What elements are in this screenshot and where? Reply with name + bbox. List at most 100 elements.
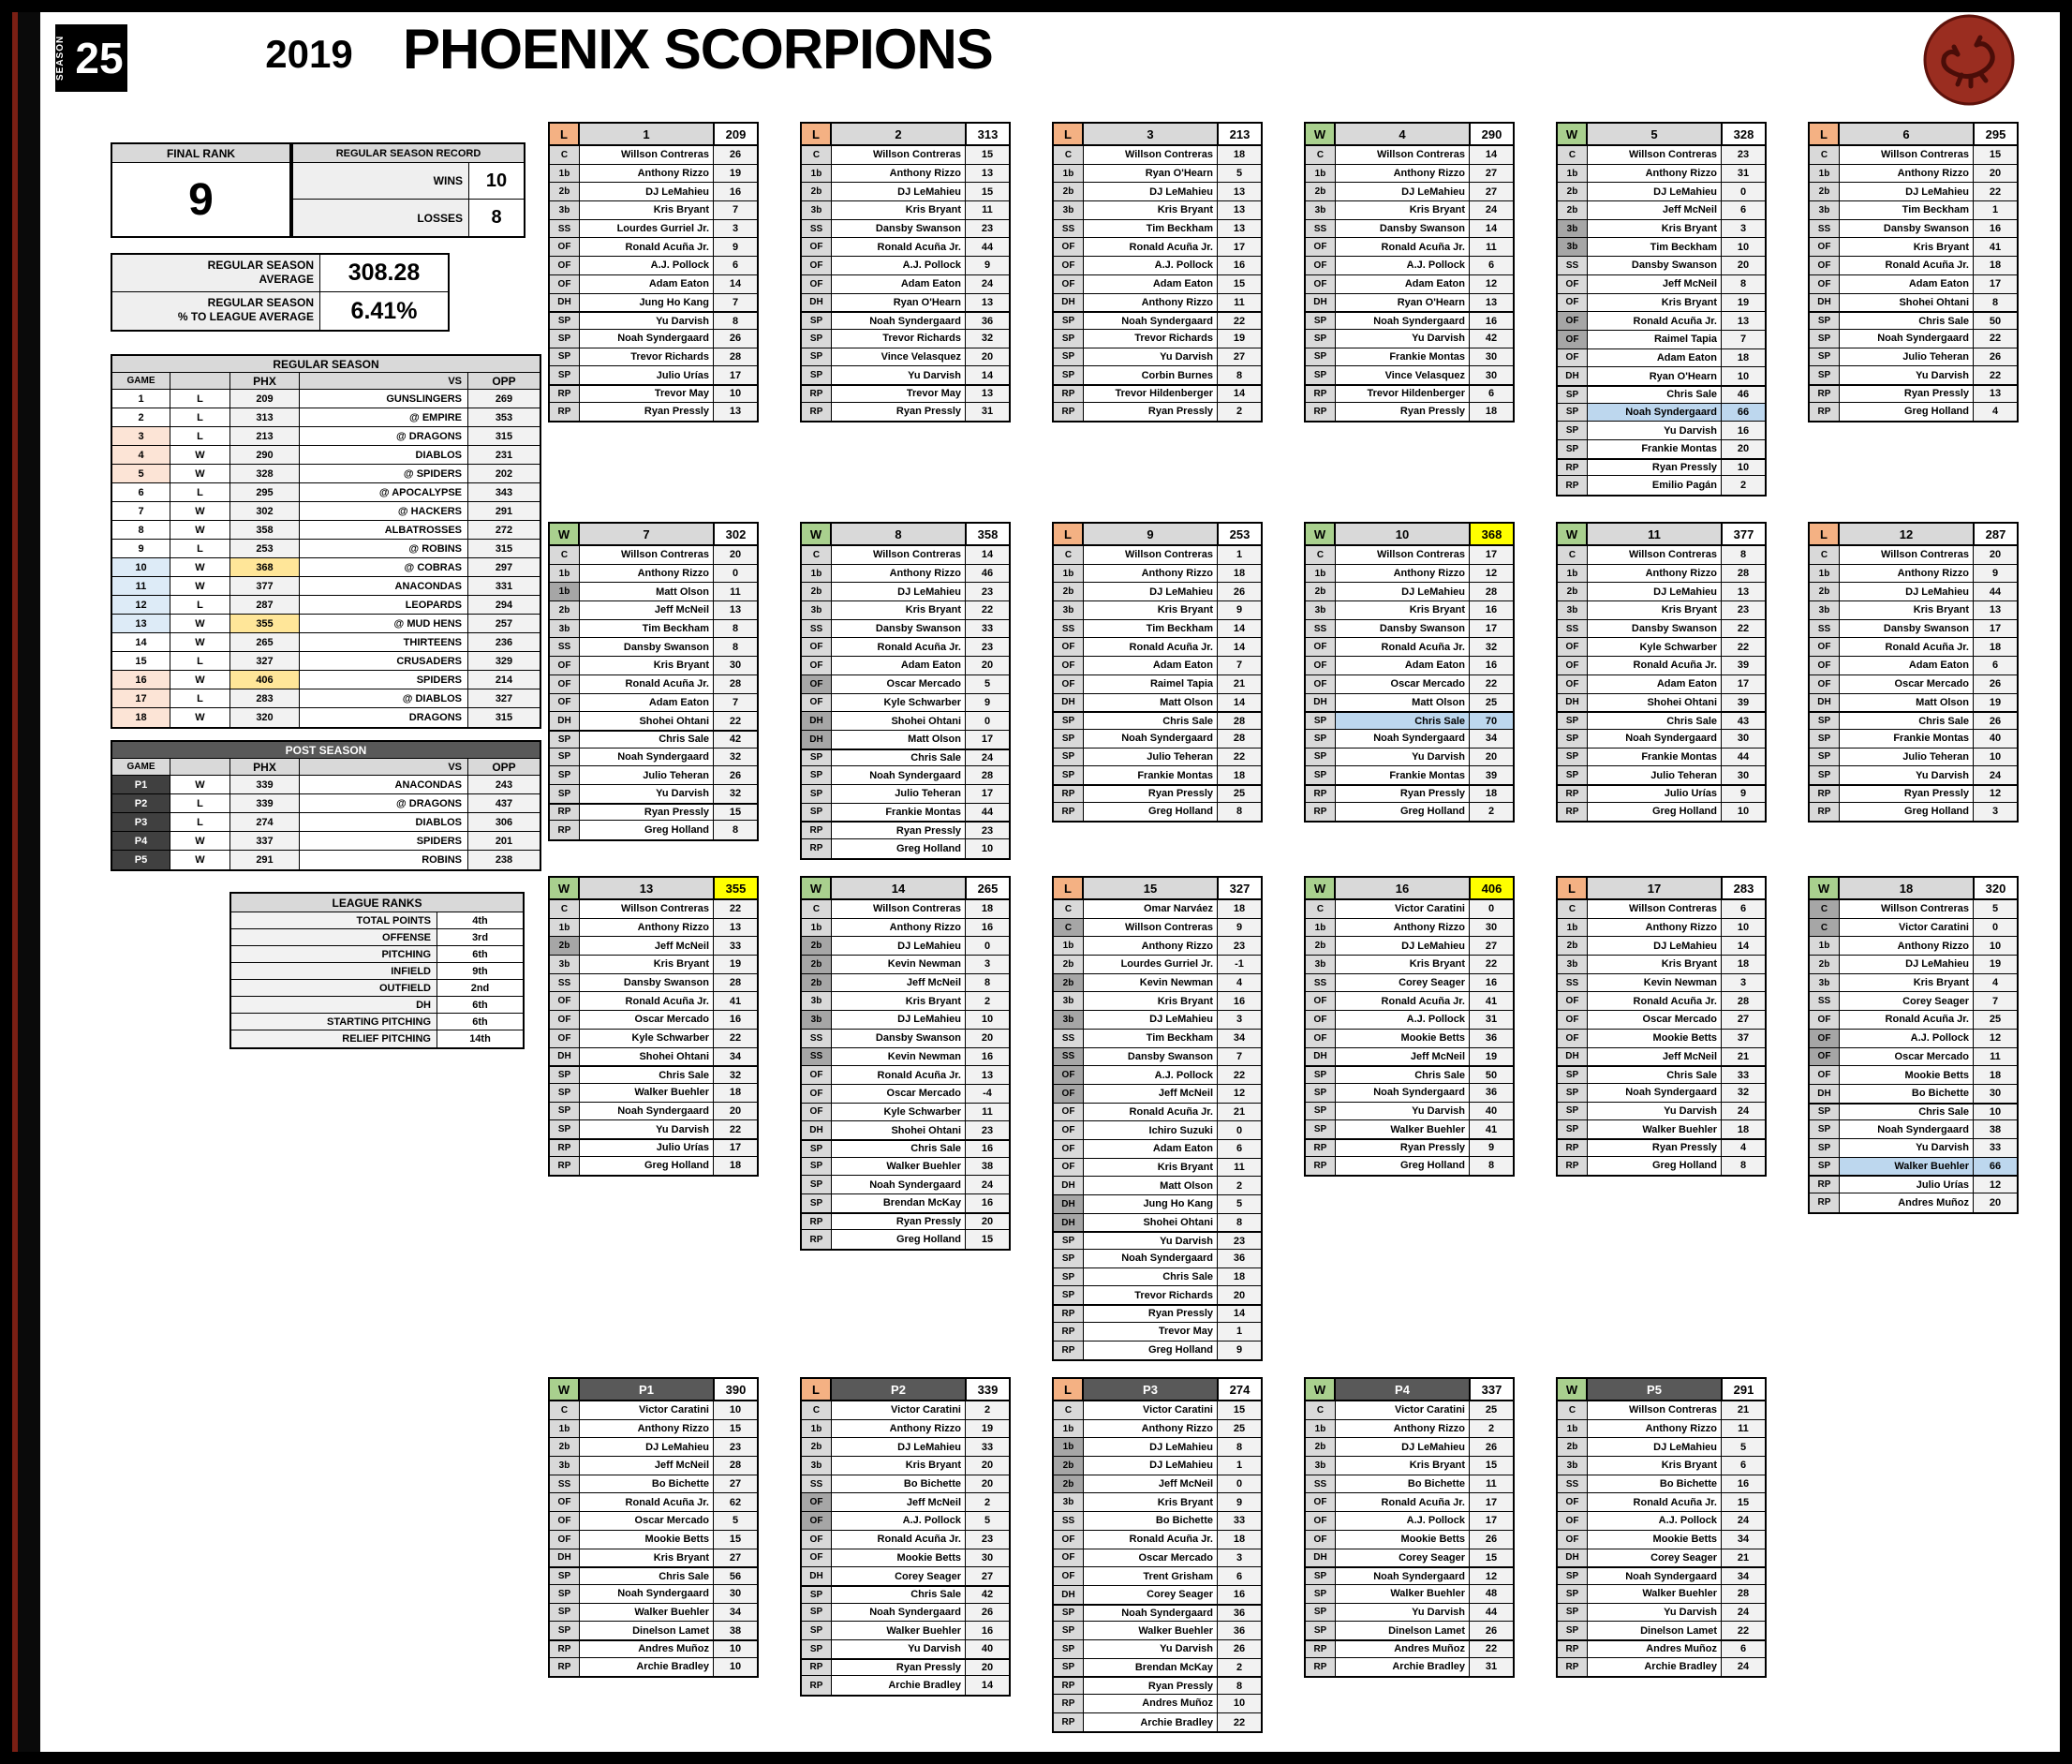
player-name: Shohei Ohtani — [1143, 1217, 1213, 1229]
player-row: OF Jeff McNeil 12 — [1054, 1084, 1261, 1104]
player-points: 18 — [1217, 146, 1261, 164]
player-position: 2b — [550, 1438, 580, 1457]
player-row: 2b Lourdes Gurriel Jr. -1 — [1054, 956, 1261, 974]
player-position: OF — [1054, 1103, 1084, 1121]
player-row: 3b Kris Bryant 15 — [1306, 1457, 1513, 1475]
game-box-header: L 2 313 — [802, 124, 1009, 146]
player-name: Ronald Acuña Jr. — [1381, 995, 1465, 1007]
player-points: 25 — [1973, 1011, 2017, 1029]
player-points: 42 — [1469, 329, 1513, 348]
player-position: RP — [1810, 802, 1840, 822]
player-position: OF — [1054, 1549, 1084, 1567]
player-points: 2 — [965, 1493, 1009, 1512]
player-position: SS — [550, 219, 580, 238]
player-row: SP Walker Buehler 18 — [550, 1083, 757, 1103]
post-game-log-row: P1 W 339 ANACONDAS 243 — [112, 776, 540, 794]
player-points: 9 — [713, 238, 757, 257]
player-name: A.J. Pollock — [902, 259, 961, 272]
team-score: 290 — [1469, 124, 1513, 144]
player-position: SP — [1306, 1622, 1336, 1639]
player-points: 11 — [1721, 1419, 1765, 1438]
player-points: 23 — [713, 1438, 757, 1457]
game-result: W — [550, 524, 580, 544]
player-position: DH — [1054, 293, 1084, 312]
player-name: Oscar Mercado — [886, 1088, 961, 1100]
game-box-header: W 4 290 — [1306, 124, 1513, 146]
player-name: Chris Sale — [1162, 1271, 1213, 1283]
player-position: 2b — [1054, 183, 1084, 201]
player-row: SP Chris Sale 50 — [1810, 311, 2017, 330]
player-name: Anthony Rizzo — [889, 1423, 961, 1435]
player-row: RP Julio Urías 17 — [550, 1137, 757, 1157]
record-header: REGULAR SEASON RECORD — [293, 144, 524, 162]
player-points: 66 — [1973, 1157, 2017, 1176]
team-score: 355 — [713, 878, 757, 898]
player-position: SP — [550, 784, 580, 803]
player-points: 3 — [965, 956, 1009, 973]
player-name: Trevor May — [1158, 1326, 1213, 1338]
player-name: Walker Buehler — [1840, 1157, 1973, 1176]
player-position: OF — [1306, 1493, 1336, 1512]
player-points: 7 — [713, 293, 757, 312]
player-points: 22 — [1721, 619, 1765, 638]
player-row: C Willson Contreras 6 — [1558, 900, 1765, 919]
player-points: 11 — [1217, 1158, 1261, 1177]
player-position: DH — [1306, 693, 1336, 712]
player-name: Walker Buehler — [1642, 1123, 1717, 1135]
player-row: 2b DJ LeMahieu 23 — [802, 583, 1009, 602]
game-result: W — [170, 465, 230, 482]
player-points: 0 — [965, 937, 1009, 956]
player-points: 36 — [1469, 1029, 1513, 1047]
player-name: Julio Teheran — [643, 769, 709, 781]
player-name: Ronald Acuña Jr. — [1885, 641, 1969, 653]
player-row: C Victor Caratini 15 — [1054, 1401, 1261, 1420]
player-row: OF Mookie Betts 36 — [1306, 1029, 1513, 1048]
game-number: 15 — [112, 652, 170, 670]
player-points: 20 — [1721, 440, 1765, 458]
player-position: OF — [1558, 312, 1588, 330]
player-row: SP Noah Syndergaard 24 — [802, 1176, 1009, 1194]
player-row: C Willson Contreras 18 — [1054, 146, 1261, 165]
player-position: SP — [1558, 1568, 1588, 1584]
player-points: 26 — [1469, 1530, 1513, 1549]
player-row: C Victor Caratini 10 — [550, 1401, 757, 1420]
player-name: Ryan O'Hearn — [1649, 370, 1717, 382]
player-position: RP — [1306, 1156, 1336, 1176]
player-name: Walker Buehler — [886, 1624, 961, 1637]
player-position: DH — [1054, 1213, 1084, 1232]
player-points: 5 — [1217, 1195, 1261, 1213]
player-row: SS Bo Bichette 11 — [1306, 1475, 1513, 1494]
player-name: Kevin Newman — [1643, 977, 1717, 989]
player-position: RP — [1306, 385, 1336, 402]
game-number: 3 — [112, 427, 170, 445]
player-row: SS Dansby Swanson 28 — [550, 973, 757, 993]
player-row: SS Dansby Swanson 7 — [1054, 1047, 1261, 1067]
player-name: Anthony Rizzo — [1897, 940, 1969, 952]
player-row: SS Bo Bichette 33 — [1054, 1512, 1261, 1531]
league-rank-row: RELIEF PITCHING 14th — [231, 1030, 523, 1047]
regular-season-colhead: GAME PHX VS OPP — [112, 373, 540, 390]
player-position: DH — [1306, 1047, 1336, 1066]
player-name: Kris Bryant — [1409, 958, 1465, 971]
player-row: C Willson Contreras 21 — [1558, 1401, 1765, 1420]
player-row: SP Frankie Montas 44 — [802, 803, 1009, 823]
player-position: 1b — [802, 564, 832, 583]
player-row: SS Dansby Swanson 16 — [1810, 219, 2017, 239]
opp-score: 238 — [468, 851, 540, 869]
player-name: Kris Bryant — [1409, 204, 1465, 216]
player-points: 10 — [713, 385, 757, 402]
player-name: Willson Contreras — [1880, 149, 1969, 161]
player-points: 13 — [965, 293, 1009, 312]
player-position: C — [1558, 900, 1588, 918]
player-name: Adam Eaton — [1908, 660, 1969, 672]
player-position: SS — [1810, 219, 1840, 238]
player-position: SP — [1054, 1658, 1084, 1677]
player-row: RP Trevor May 1 — [1054, 1322, 1261, 1342]
player-points: 1 — [1973, 201, 2017, 219]
player-name: Oscar Mercado — [634, 1515, 709, 1527]
player-points: 44 — [1973, 583, 2017, 601]
regular-season-table: REGULAR SEASON GAME PHX VS OPP 1 L 209 GUNS… — [111, 354, 541, 729]
player-row: C Willson Contreras 22 — [550, 900, 757, 919]
player-points: 15 — [1217, 1401, 1261, 1419]
player-position: SP — [1558, 713, 1588, 729]
